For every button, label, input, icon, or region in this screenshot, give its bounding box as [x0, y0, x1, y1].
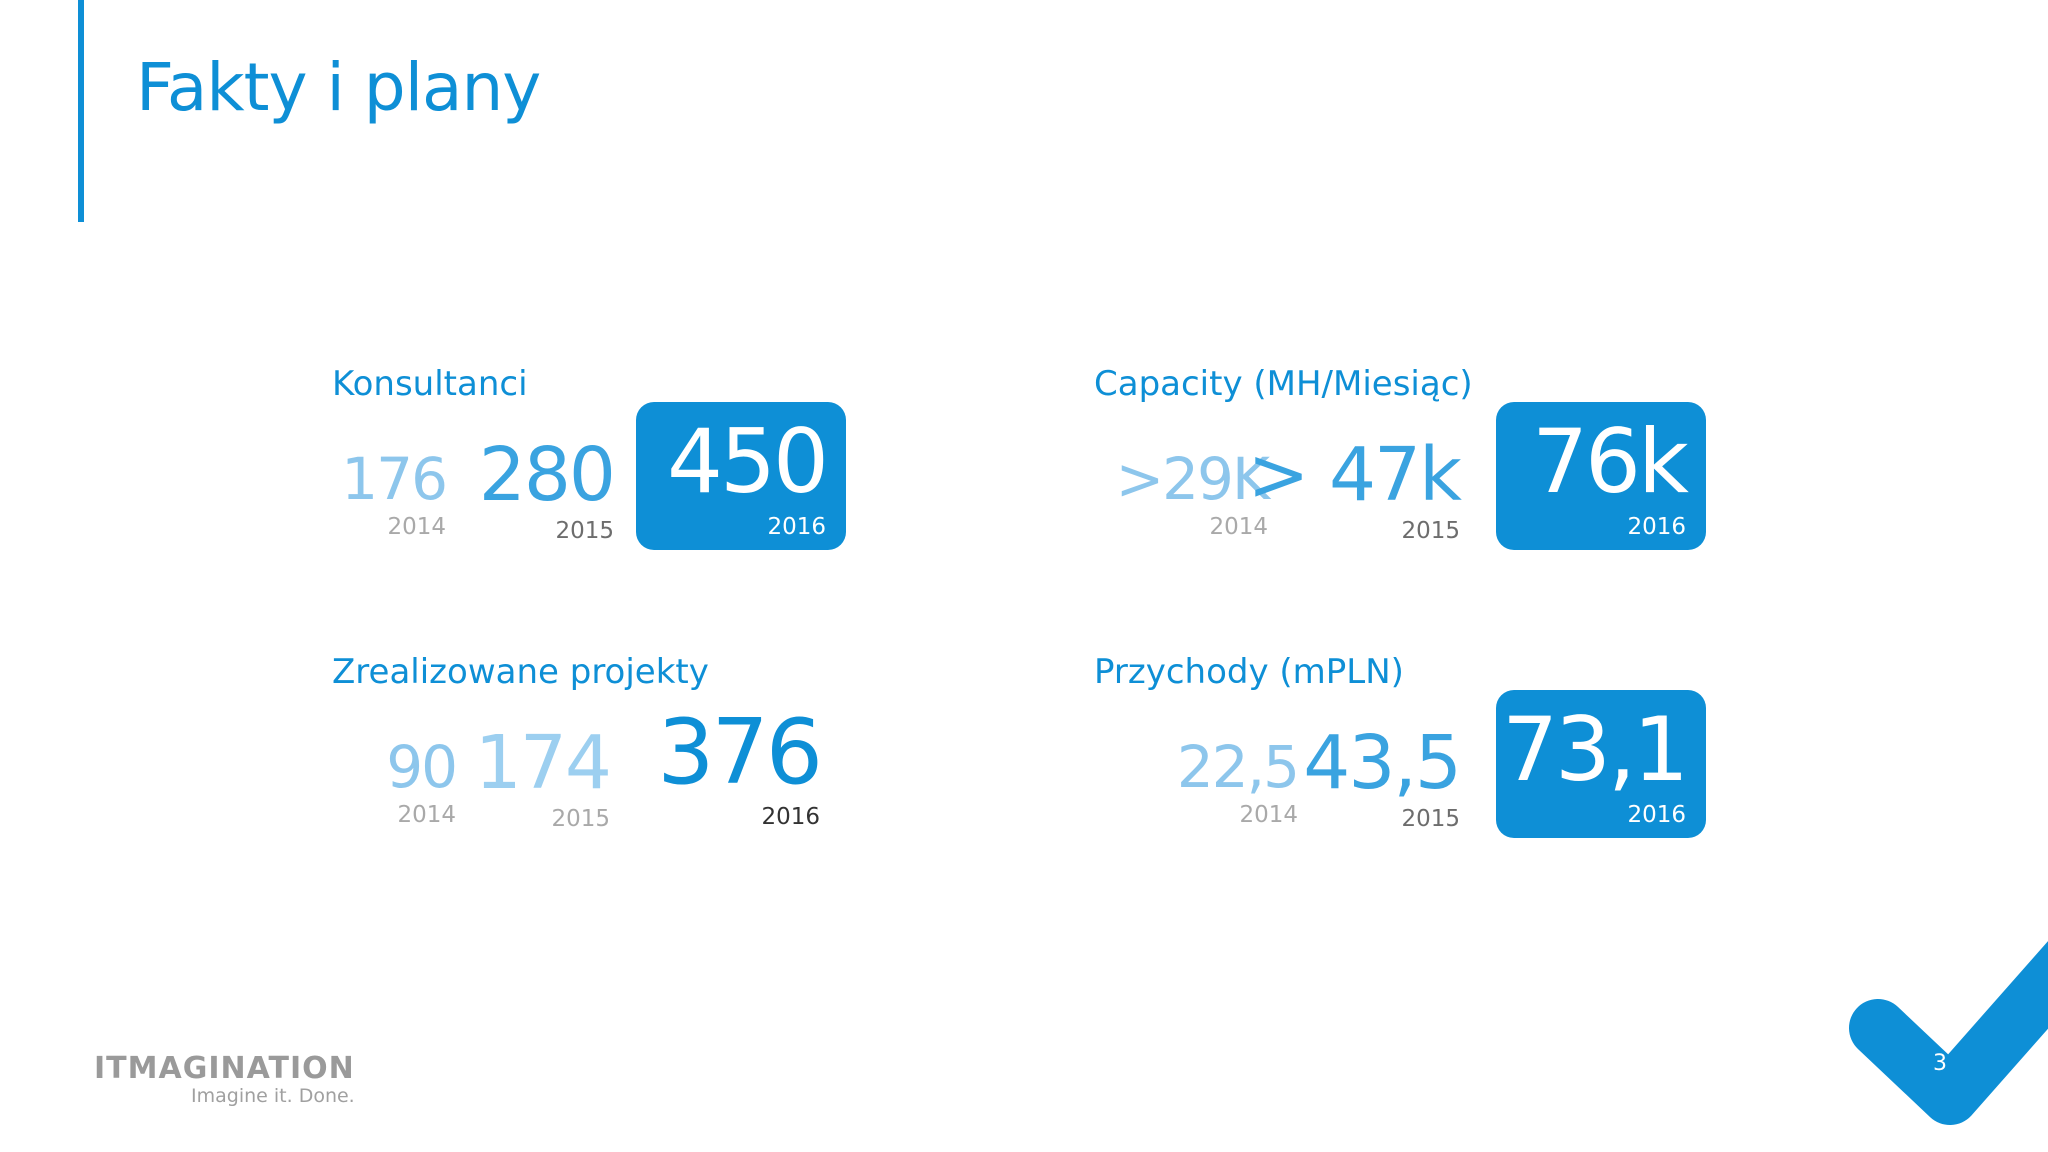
consultants-2014-value: 176	[341, 445, 448, 513]
consultants-label: Konsultanci	[332, 364, 528, 404]
capacity-2014-stat: >29K 2014	[1115, 445, 1270, 542]
projects-2014-value: 90	[386, 733, 458, 801]
revenue-2015-value: 43,5	[1303, 720, 1462, 806]
capacity-2016-value: 76k	[1532, 410, 1689, 513]
revenue-2014-year: 2014	[1239, 802, 1298, 828]
projects-2014-stat: 90 2014	[386, 733, 458, 830]
capacity-2015-value: > 47k	[1247, 432, 1462, 518]
revenue-2016-box: 73,1 2016	[1496, 690, 1706, 838]
capacity-2015-stat: > 47k 2015	[1247, 432, 1462, 546]
capacity-2014-year: 2014	[1209, 514, 1268, 540]
left-accent-rule	[78, 0, 84, 222]
logo-wordmark: ITMAGINATION	[94, 1051, 355, 1086]
projects-2015-year: 2015	[551, 806, 610, 832]
consultants-2015-stat: 280 2015	[478, 432, 616, 546]
projects-2015-value: 174	[474, 720, 612, 806]
logo-tagline: Imagine it. Done.	[191, 1085, 355, 1107]
revenue-label: Przychody (mPLN)	[1094, 652, 1404, 692]
capacity-2016-box: 76k 2016	[1496, 402, 1706, 550]
revenue-2015-year: 2015	[1401, 806, 1460, 832]
revenue-2015-stat: 43,5 2015	[1303, 720, 1462, 834]
projects-2016-year: 2016	[761, 804, 820, 830]
page-number: 3	[1933, 1051, 1947, 1076]
consultants-2015-value: 280	[478, 432, 616, 518]
capacity-label: Capacity (MH/Miesiąc)	[1094, 364, 1473, 404]
consultants-2014-stat: 176 2014	[341, 445, 448, 542]
projects-2015-stat: 174 2015	[474, 720, 612, 834]
revenue-2016-year: 2016	[1627, 802, 1686, 829]
consultants-2016-year: 2016	[767, 514, 826, 541]
consultants-2014-year: 2014	[387, 514, 446, 540]
capacity-2016-year: 2016	[1627, 514, 1686, 541]
projects-label: Zrealizowane projekty	[332, 652, 709, 692]
company-logo: ITMAGINATION Imagine it. Done.	[94, 1054, 355, 1107]
revenue-2014-stat: 22,5 2014	[1176, 733, 1300, 830]
consultants-2016-value: 450	[667, 410, 829, 513]
projects-2016-stat: 376 2016	[657, 700, 823, 832]
projects-2016-value: 376	[657, 700, 823, 805]
checkmark-icon	[1849, 941, 2048, 1125]
revenue-2016-value: 73,1	[1502, 698, 1689, 801]
consultants-2015-year: 2015	[555, 518, 614, 544]
projects-2014-year: 2014	[397, 802, 456, 828]
slide-title: Fakty i plany	[136, 49, 541, 126]
capacity-2014-value: >29K	[1115, 445, 1270, 513]
capacity-2015-year: 2015	[1401, 518, 1460, 544]
consultants-2016-box: 450 2016	[636, 402, 846, 550]
revenue-2014-value: 22,5	[1176, 733, 1300, 801]
